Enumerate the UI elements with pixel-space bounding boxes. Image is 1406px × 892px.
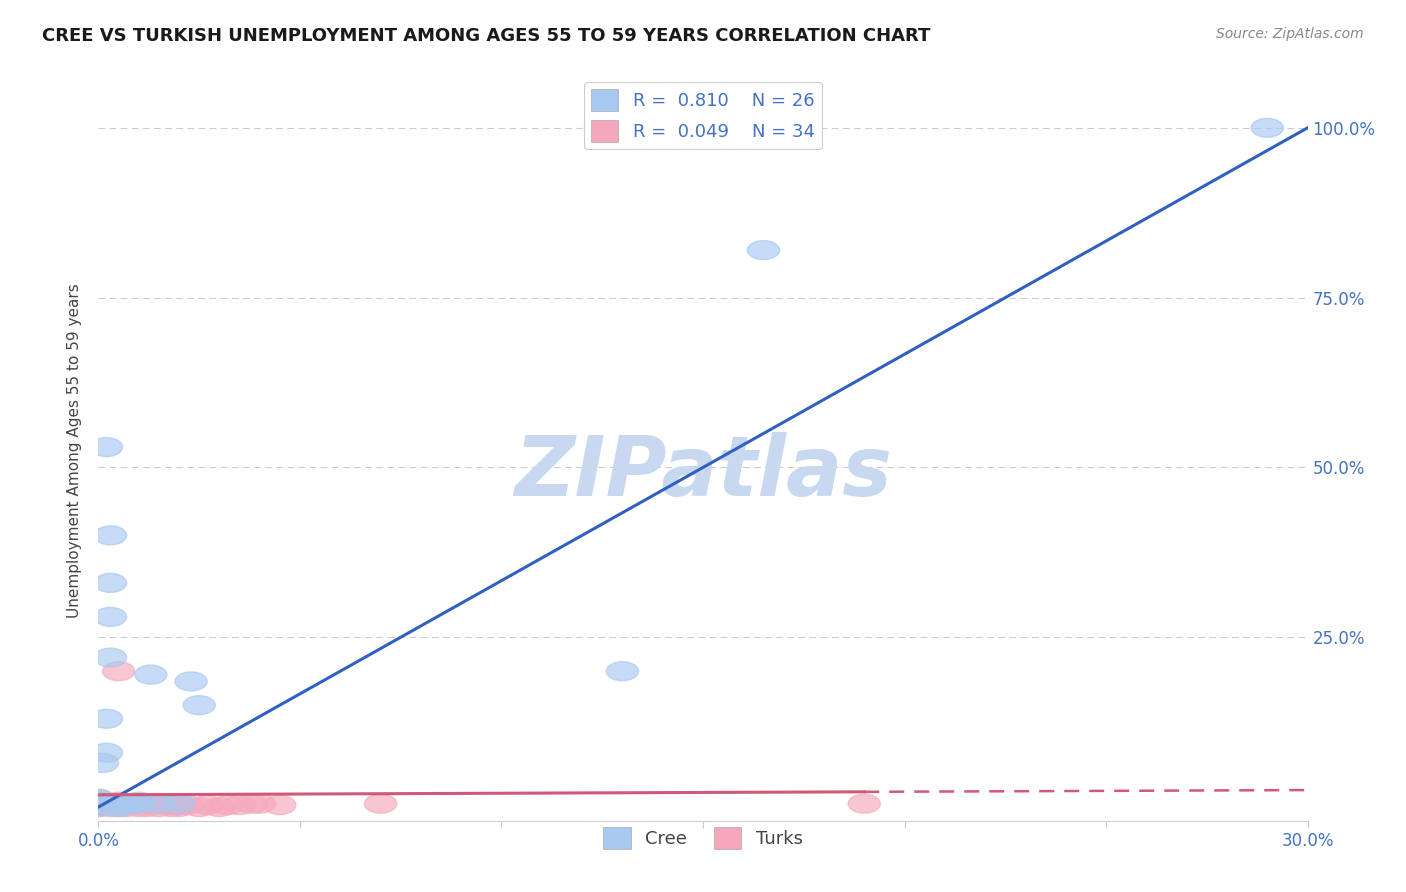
Ellipse shape bbox=[90, 438, 122, 457]
Ellipse shape bbox=[183, 797, 215, 816]
Text: Source: ZipAtlas.com: Source: ZipAtlas.com bbox=[1216, 27, 1364, 41]
Y-axis label: Unemployment Among Ages 55 to 59 years: Unemployment Among Ages 55 to 59 years bbox=[67, 283, 83, 618]
Ellipse shape bbox=[90, 794, 122, 814]
Ellipse shape bbox=[86, 754, 118, 772]
Ellipse shape bbox=[83, 797, 114, 816]
Ellipse shape bbox=[94, 607, 127, 626]
Ellipse shape bbox=[122, 794, 155, 814]
Legend: Cree, Turks: Cree, Turks bbox=[596, 820, 810, 856]
Ellipse shape bbox=[143, 794, 174, 814]
Ellipse shape bbox=[163, 796, 195, 814]
Ellipse shape bbox=[103, 797, 135, 816]
Ellipse shape bbox=[135, 665, 167, 684]
Ellipse shape bbox=[83, 789, 114, 808]
Ellipse shape bbox=[83, 797, 114, 816]
Ellipse shape bbox=[83, 792, 114, 811]
Ellipse shape bbox=[94, 794, 127, 814]
Ellipse shape bbox=[103, 794, 135, 814]
Ellipse shape bbox=[135, 794, 167, 814]
Ellipse shape bbox=[131, 797, 163, 816]
Ellipse shape bbox=[172, 796, 204, 814]
Ellipse shape bbox=[143, 794, 174, 814]
Ellipse shape bbox=[211, 796, 243, 814]
Ellipse shape bbox=[111, 794, 143, 814]
Ellipse shape bbox=[103, 662, 135, 681]
Ellipse shape bbox=[103, 792, 135, 811]
Ellipse shape bbox=[83, 789, 114, 808]
Ellipse shape bbox=[748, 241, 779, 260]
Ellipse shape bbox=[90, 709, 122, 728]
Ellipse shape bbox=[163, 794, 195, 814]
Ellipse shape bbox=[606, 662, 638, 681]
Ellipse shape bbox=[224, 796, 256, 814]
Ellipse shape bbox=[122, 792, 155, 811]
Text: ZIPatlas: ZIPatlas bbox=[515, 432, 891, 513]
Ellipse shape bbox=[94, 797, 127, 816]
Ellipse shape bbox=[83, 794, 114, 814]
Ellipse shape bbox=[94, 648, 127, 667]
Ellipse shape bbox=[155, 797, 187, 816]
Ellipse shape bbox=[83, 792, 114, 811]
Ellipse shape bbox=[122, 794, 155, 814]
Ellipse shape bbox=[848, 794, 880, 814]
Ellipse shape bbox=[191, 796, 224, 814]
Ellipse shape bbox=[364, 794, 396, 814]
Ellipse shape bbox=[143, 797, 174, 816]
Ellipse shape bbox=[243, 794, 276, 814]
Ellipse shape bbox=[155, 796, 187, 814]
Ellipse shape bbox=[94, 526, 127, 545]
Ellipse shape bbox=[235, 794, 267, 814]
Ellipse shape bbox=[264, 796, 295, 814]
Ellipse shape bbox=[183, 696, 215, 714]
Ellipse shape bbox=[90, 743, 122, 763]
Ellipse shape bbox=[204, 797, 235, 816]
Ellipse shape bbox=[122, 797, 155, 816]
Ellipse shape bbox=[94, 574, 127, 592]
Ellipse shape bbox=[174, 672, 207, 691]
Ellipse shape bbox=[83, 796, 114, 814]
Ellipse shape bbox=[1251, 119, 1284, 137]
Ellipse shape bbox=[114, 794, 146, 814]
Text: CREE VS TURKISH UNEMPLOYMENT AMONG AGES 55 TO 59 YEARS CORRELATION CHART: CREE VS TURKISH UNEMPLOYMENT AMONG AGES … bbox=[42, 27, 931, 45]
Ellipse shape bbox=[103, 794, 135, 814]
Ellipse shape bbox=[103, 796, 135, 814]
Ellipse shape bbox=[163, 797, 195, 816]
Ellipse shape bbox=[103, 797, 135, 816]
Ellipse shape bbox=[111, 797, 143, 816]
